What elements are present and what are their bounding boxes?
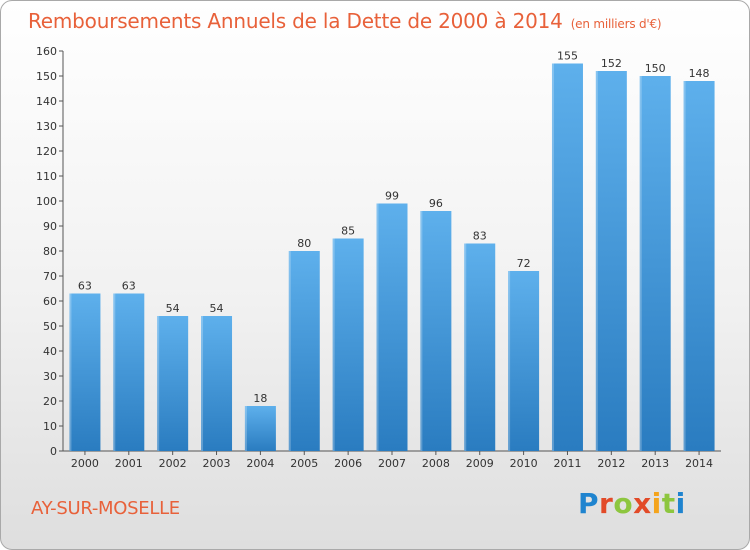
y-tick-label: 50	[43, 320, 57, 333]
y-axis: 0 10 20 30 40 50 60 70 80 90 100 110 120 130 140 150 160	[36, 45, 64, 458]
y-tick-label: 140	[36, 95, 57, 108]
bar-highlight	[244, 406, 247, 451]
bar-value-label: 80	[297, 237, 311, 250]
bar-highlight	[69, 293, 72, 451]
x-tick-label: 2011	[553, 457, 581, 470]
y-tick-label: 130	[36, 120, 57, 133]
chart-title: Remboursements Annuels de la Dette de 20…	[28, 9, 662, 33]
chart-title-text: Remboursements Annuels de la Dette de 20…	[28, 9, 563, 33]
bar-value-label: 148	[689, 67, 710, 80]
logo-letter: i	[651, 487, 662, 520]
x-tick-label: 2005	[290, 457, 318, 470]
bar-value-label: 155	[557, 50, 578, 63]
commune-name: AY-SUR-MOSELLE	[31, 498, 180, 519]
logo-letter: P	[578, 487, 600, 520]
y-tick-label: 80	[43, 245, 57, 258]
proxiti-logo: Proxiti	[578, 487, 686, 520]
x-tick-label: 2009	[466, 457, 494, 470]
x-tick-label: 2008	[422, 457, 450, 470]
x-tick-label: 2012	[597, 457, 625, 470]
bar	[376, 203, 408, 451]
y-tick-label: 20	[43, 395, 57, 408]
bar-highlight	[157, 316, 160, 451]
x-tick-label: 2004	[246, 457, 274, 470]
bar	[288, 251, 320, 451]
y-tick-label: 100	[36, 195, 57, 208]
bar	[157, 316, 189, 451]
bar-highlight	[201, 316, 204, 451]
bar-value-label: 54	[210, 302, 224, 315]
bar	[551, 63, 583, 451]
logo-letter: o	[613, 487, 634, 520]
bar	[683, 81, 715, 451]
bar	[201, 316, 233, 451]
bar	[420, 211, 452, 451]
bar	[639, 76, 671, 451]
bar-highlight	[508, 271, 511, 451]
bar	[464, 243, 496, 451]
x-tick-label: 2010	[510, 457, 538, 470]
x-tick-label: 2002	[159, 457, 187, 470]
y-tick-label: 90	[43, 220, 57, 233]
bar	[332, 238, 364, 451]
value-labels: 63 63 54 54 18 80 85 99 96 83 72 155 152 150 148	[78, 50, 710, 406]
logo-letter: x	[633, 487, 652, 520]
x-tick-label: 2001	[115, 457, 143, 470]
bar-highlight	[332, 238, 335, 451]
y-tick-label: 10	[43, 420, 57, 433]
bar-value-label: 85	[341, 225, 355, 238]
y-tick-label: 60	[43, 295, 57, 308]
x-tick-label: 2014	[685, 457, 713, 470]
x-tick-label: 2013	[641, 457, 669, 470]
y-tick-label: 120	[36, 145, 57, 158]
bar-highlight	[683, 81, 686, 451]
bar-highlight	[551, 63, 554, 451]
x-tick-label: 2000	[71, 457, 99, 470]
bar-value-label: 96	[429, 197, 443, 210]
y-tick-label: 0	[50, 445, 57, 458]
bar-highlight	[376, 203, 379, 451]
x-tick-label: 2006	[334, 457, 362, 470]
bar	[113, 293, 145, 451]
bar-highlight	[595, 71, 598, 451]
x-tick-label: 2007	[378, 457, 406, 470]
bar	[69, 293, 101, 451]
logo-letter: t	[661, 487, 676, 520]
bar-highlight	[288, 251, 291, 451]
bars	[69, 63, 715, 451]
bar-value-label: 18	[253, 392, 267, 405]
y-tick-label: 150	[36, 70, 57, 83]
bar	[508, 271, 540, 451]
bar-highlight	[113, 293, 116, 451]
bar-value-label: 99	[385, 190, 399, 203]
bar-value-label: 54	[166, 302, 180, 315]
bar-value-label: 72	[517, 257, 531, 270]
bar	[244, 406, 276, 451]
x-axis: 2000 2001 2002 2003 2004 2005 2006 2007 2008 2009…	[63, 450, 721, 470]
bar-highlight	[639, 76, 642, 451]
bar-value-label: 63	[122, 280, 136, 293]
y-tick-label: 70	[43, 270, 57, 283]
logo-letter: i	[675, 487, 686, 520]
logo-letter: r	[599, 487, 614, 520]
bar-value-label: 152	[601, 57, 622, 70]
bar-value-label: 63	[78, 280, 92, 293]
bar-value-label: 150	[645, 62, 666, 75]
bar	[595, 71, 627, 451]
bar-value-label: 83	[473, 230, 487, 243]
bar-highlight	[420, 211, 423, 451]
x-tick-label: 2003	[203, 457, 231, 470]
y-tick-label: 40	[43, 345, 57, 358]
bar-highlight	[464, 243, 467, 451]
chart-unit: (en milliers d'€)	[570, 17, 662, 31]
y-tick-label: 110	[36, 170, 57, 183]
y-tick-label: 160	[36, 45, 57, 58]
y-tick-label: 30	[43, 370, 57, 383]
